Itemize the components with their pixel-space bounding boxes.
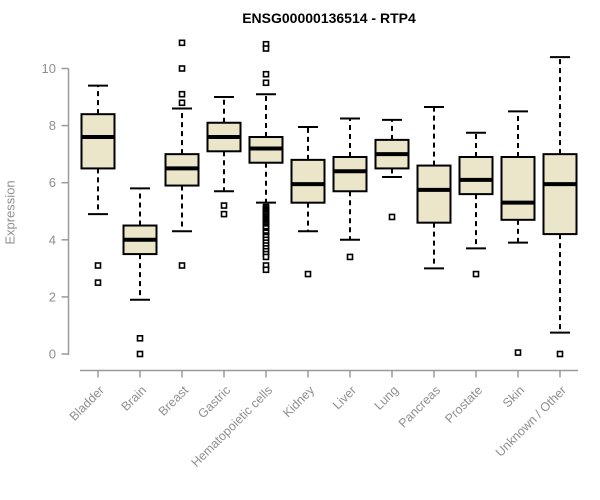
outlier-unknown-other	[556, 350, 564, 358]
outlier-hematopoietic-cells	[262, 253, 270, 261]
x-tick-label: Hematopoietic cells	[189, 383, 276, 470]
x-tick-label: Gastric	[195, 383, 233, 421]
x-tick-label: Skin	[500, 383, 527, 410]
box-pancreas	[416, 164, 452, 224]
outlier-breast	[178, 65, 186, 72]
outlier-breast	[178, 90, 186, 98]
x-tick-label: Breast	[156, 383, 192, 419]
chart-title: ENSG00000136514 - RTP4	[242, 10, 416, 26]
x-tick-label: Kidney	[280, 383, 317, 420]
box-bladder	[80, 113, 116, 170]
x-tick-label: Prostate	[442, 383, 485, 426]
x-tick-label: Pancreas	[396, 383, 443, 430]
x-tick-label: Unknown / Other	[493, 383, 569, 459]
y-tick-label: 2	[49, 289, 56, 304]
x-tick-label: Lung	[372, 383, 402, 413]
outlier-gastric	[220, 210, 228, 218]
outlier-bladder	[94, 262, 102, 269]
outlier-brain	[136, 334, 144, 342]
x-tick-label: Liver	[330, 383, 359, 412]
outlier-lung	[388, 213, 396, 221]
outlier-brain	[136, 350, 144, 358]
y-tick-label: 6	[49, 175, 56, 190]
outlier-prostate	[472, 270, 480, 278]
box-liver	[332, 156, 368, 193]
box-prostate	[458, 156, 494, 196]
outlier-liver	[346, 253, 354, 261]
x-tick-label: Bladder	[67, 383, 107, 423]
box-unknown-other	[542, 153, 578, 236]
y-tick-label: 8	[49, 118, 56, 133]
outlier-breast	[178, 39, 186, 47]
outlier-hematopoietic-cells	[262, 266, 270, 274]
outlier-breast	[178, 99, 186, 107]
outlier-kidney	[304, 270, 312, 278]
y-tick-label: 4	[49, 232, 56, 247]
outlier-breast	[178, 262, 186, 269]
y-tick-label: 0	[49, 347, 56, 362]
outlier-hematopoietic-cells	[262, 70, 270, 78]
y-tick-label: 10	[42, 61, 56, 76]
x-tick-label: Brain	[119, 383, 150, 414]
box-kidney	[290, 158, 326, 204]
box-skin	[500, 156, 536, 221]
outlier-hematopoietic-cells	[262, 45, 270, 52]
outlier-bladder	[94, 279, 102, 286]
outlier-skin	[514, 349, 522, 356]
outlier-gastric	[220, 202, 228, 209]
outlier-hematopoietic-cells	[262, 79, 270, 87]
